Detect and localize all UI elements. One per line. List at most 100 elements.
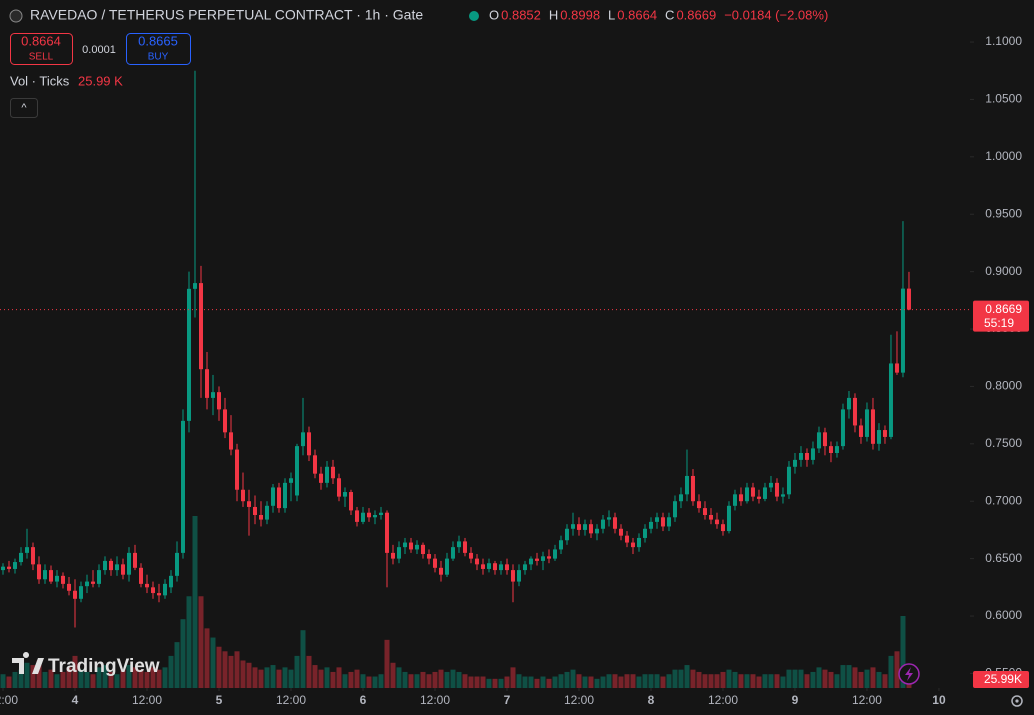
candle-body <box>486 563 491 569</box>
x-tick-label: 12:00 <box>132 693 162 707</box>
volume-bar <box>162 667 168 688</box>
volume-bar <box>24 662 30 688</box>
volume-bar <box>786 669 792 688</box>
volume-bar <box>474 676 480 688</box>
y-tick-label: 0.6000 <box>985 608 1022 622</box>
volume-bar <box>270 665 276 688</box>
candle-body <box>624 535 629 543</box>
x-tick-label: 4 <box>72 693 79 707</box>
candle-body <box>714 519 719 525</box>
candle-body <box>438 567 443 575</box>
volume-bar <box>534 678 540 688</box>
volume-bar <box>192 516 198 688</box>
volume-bar <box>204 628 210 688</box>
buy-button[interactable] <box>126 33 191 65</box>
volume-bar <box>372 676 378 688</box>
volume-badge <box>973 671 1029 688</box>
candle-body <box>522 564 527 571</box>
candle-body <box>336 478 341 497</box>
volume-bar <box>654 674 660 688</box>
candle-body <box>846 397 851 410</box>
candle-body <box>198 283 203 370</box>
candle-body <box>420 544 425 555</box>
volume-bar <box>618 676 624 688</box>
volume-bar <box>510 667 516 688</box>
collapse-button[interactable] <box>10 98 38 118</box>
candle-body <box>744 487 749 502</box>
market-status <box>469 11 479 21</box>
buy-label[interactable]: BUY <box>148 52 169 63</box>
volume-bar <box>468 676 474 688</box>
volume-indicator-name[interactable]: Vol · Ticks <box>10 73 70 88</box>
volume-bar <box>336 667 342 688</box>
candle-body <box>594 528 599 534</box>
candle-body <box>360 512 365 522</box>
symbol-icon[interactable] <box>9 9 23 23</box>
volume-bar <box>114 674 120 688</box>
candle-body <box>798 453 803 460</box>
candle-body <box>630 542 635 548</box>
volume-bar <box>222 651 228 688</box>
candle-body <box>36 564 41 580</box>
candle-body <box>396 547 401 559</box>
sell-price[interactable]: 0.8664 <box>21 33 61 48</box>
candle-body <box>402 542 407 548</box>
candle-body <box>432 558 437 568</box>
volume-bar <box>516 674 522 688</box>
x-tick-label: 12:00 <box>708 693 738 707</box>
volume-bar <box>870 667 876 688</box>
volume-bar <box>282 667 288 688</box>
collapse-icon[interactable]: ^ <box>21 102 27 114</box>
settings-icon[interactable] <box>1011 695 1023 707</box>
volume-bar <box>402 671 408 688</box>
candle-body <box>168 575 173 588</box>
volume-bar <box>228 655 234 688</box>
logo-text: TradingView <box>48 656 160 677</box>
candle-body <box>390 552 395 559</box>
price-badge <box>973 300 1029 332</box>
candle-body <box>120 564 125 575</box>
candle-body <box>534 558 539 561</box>
candle-body <box>858 425 863 437</box>
symbol-title[interactable]: RAVEDAO / TETHERUS PERPETUAL CONTRACT · … <box>30 7 423 23</box>
candle-body <box>300 432 305 447</box>
candle-body <box>132 552 137 568</box>
candle-body <box>768 482 773 488</box>
volume-bar <box>480 676 486 688</box>
volume-bar <box>672 669 678 688</box>
candle-body <box>252 506 257 515</box>
buy-price[interactable]: 0.8665 <box>138 33 178 48</box>
volume-bar <box>498 678 504 688</box>
candle-body <box>720 524 725 532</box>
volume-bar <box>186 596 192 688</box>
candle-body <box>774 482 779 497</box>
volume-bar <box>324 667 330 688</box>
volume-bar <box>348 671 354 688</box>
volume-bar <box>426 674 432 688</box>
candle-body <box>450 547 455 559</box>
candle-body <box>156 593 161 596</box>
volume-bar <box>546 678 552 688</box>
x-tick-label: 10 <box>932 693 946 707</box>
candle-body <box>294 446 299 496</box>
candle-body <box>540 556 545 561</box>
settings-icon-center <box>1015 699 1019 703</box>
candle-body <box>696 501 701 509</box>
volume-bar <box>642 674 648 688</box>
alerts-icon-bolt <box>905 667 913 681</box>
candle-body <box>492 563 497 571</box>
volume-bar <box>84 671 90 688</box>
volume-bar <box>138 669 144 688</box>
volume-bar <box>792 669 798 688</box>
candle-body <box>318 473 323 483</box>
x-tick-label: 12:00 <box>420 693 450 707</box>
logo: TradingView <box>12 652 160 677</box>
volume-bar <box>66 667 72 688</box>
sell-label[interactable]: SELL <box>29 52 54 63</box>
candle-body <box>90 581 95 584</box>
y-tick-label: 0.9500 <box>985 206 1022 220</box>
candle-body <box>414 544 419 550</box>
volume-bar <box>60 671 66 688</box>
sell-button[interactable] <box>10 33 73 65</box>
